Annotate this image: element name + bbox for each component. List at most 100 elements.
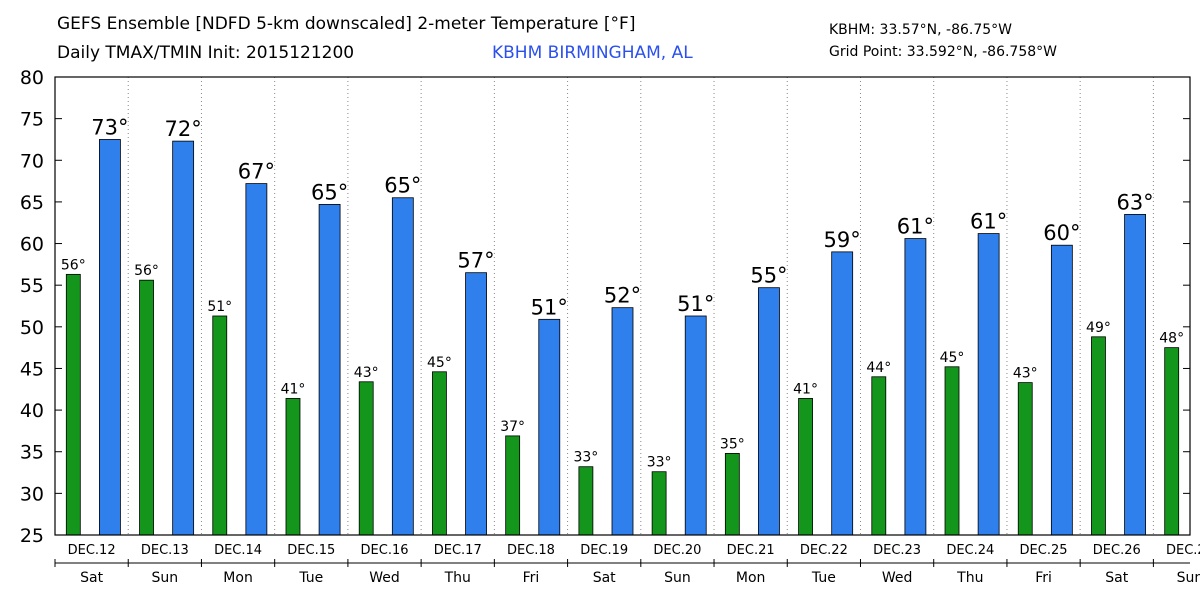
y-tick-label: 30: [20, 483, 44, 505]
y-tick-label: 65: [20, 192, 44, 214]
x-weekday-label: Fri: [1035, 570, 1052, 586]
x-weekday-label: Sun: [1177, 570, 1200, 586]
tmax-value-label: 67°: [238, 160, 275, 184]
tmin-bar: [505, 435, 521, 536]
x-date-label: DEC.18: [507, 543, 555, 558]
x-weekday-label: Sat: [593, 570, 616, 586]
y-tick-label: 75: [20, 109, 44, 131]
tmin-value-label: 48°: [1159, 331, 1184, 347]
tmax-bar: [904, 238, 927, 536]
tmin-value-label: 33°: [647, 455, 672, 471]
tmin-value-label: 43°: [1013, 366, 1038, 382]
tmax-value-label: 73°: [91, 115, 128, 139]
x-date-label: DEC.15: [287, 543, 335, 558]
x-weekday-label: Mon: [223, 570, 253, 586]
tmin-value-label: 41°: [281, 381, 306, 397]
tmax-bar: [318, 204, 341, 536]
tmin-bar: [578, 466, 594, 536]
x-date-label: DEC.17: [434, 543, 482, 558]
tmin-bar: [1091, 336, 1106, 536]
tmax-bar: [465, 272, 487, 536]
x-date-label: DEC.20: [653, 543, 701, 558]
tmin-value-label: 33°: [573, 450, 598, 466]
x-weekday-label: Wed: [882, 570, 913, 586]
tmax-bar: [684, 315, 707, 536]
x-date-label: DEC.19: [580, 543, 628, 558]
station-coords: KBHM: 33.57°N, -86.75°W: [829, 22, 1012, 38]
y-tick-label: 60: [20, 234, 44, 256]
tmin-value-label: 44°: [866, 360, 891, 376]
y-tick-label: 55: [20, 275, 44, 297]
tmin-value-label: 56°: [134, 263, 159, 279]
x-date-label: DEC.27: [1166, 543, 1200, 558]
tmin-value-label: 35°: [720, 436, 745, 452]
tmin-bar: [212, 315, 228, 536]
tmax-value-label: 57°: [457, 249, 494, 273]
y-tick-label: 50: [20, 317, 44, 339]
tmax-value-label: 52°: [604, 284, 641, 308]
tmin-value-label: 45°: [940, 350, 965, 366]
tmin-value-label: 51°: [207, 299, 232, 315]
tmax-value-label: 55°: [750, 264, 787, 288]
tmin-bar: [358, 381, 374, 536]
tmax-bar: [1124, 213, 1146, 536]
x-date-label: DEC.26: [1093, 543, 1141, 558]
y-tick-label: 80: [20, 67, 44, 89]
x-weekday-label: Sat: [80, 570, 103, 586]
y-tick-label: 25: [20, 525, 44, 547]
x-date-label: DEC.22: [800, 543, 848, 558]
tmax-value-label: 61°: [970, 210, 1007, 234]
tmax-bar: [245, 183, 268, 536]
location-label: KBHM BIRMINGHAM, AL: [492, 43, 693, 63]
tmin-bar: [944, 366, 960, 536]
tmin-value-label: 49°: [1086, 320, 1111, 336]
y-tick-label: 70: [20, 150, 44, 172]
x-date-label: DEC.12: [68, 543, 116, 558]
x-date-label: DEC.13: [141, 543, 189, 558]
tmax-bar: [611, 307, 634, 536]
tmin-bar: [139, 279, 154, 536]
tmax-bar: [977, 233, 1000, 536]
y-tick-label: 40: [20, 400, 44, 422]
tmax-value-label: 60°: [1043, 221, 1080, 245]
tmax-value-label: 65°: [311, 180, 348, 204]
chart-title: GEFS Ensemble [NDFD 5-km downscaled] 2-m…: [57, 14, 636, 34]
x-date-label: DEC.25: [1020, 543, 1068, 558]
x-date-label: DEC.23: [873, 543, 921, 558]
x-date-label: DEC.16: [361, 543, 409, 558]
x-date-label: DEC.14: [214, 543, 262, 558]
x-date-label: DEC.24: [946, 543, 994, 558]
x-date-label: DEC.21: [727, 543, 775, 558]
tmin-value-label: 45°: [427, 355, 452, 371]
tmax-bar: [172, 140, 195, 536]
tmax-value-label: 65°: [384, 174, 421, 198]
tmin-bar: [798, 398, 813, 536]
x-weekday-label: Sat: [1105, 570, 1128, 586]
tmin-bar: [1017, 382, 1033, 536]
chart-subtitle: Daily TMAX/TMIN Init: 2015121200: [57, 43, 355, 63]
tmax-value-label: 51°: [531, 295, 568, 319]
x-weekday-label: Tue: [811, 570, 836, 586]
tmax-value-label: 51°: [677, 292, 714, 316]
x-weekday-label: Sun: [152, 570, 179, 586]
tmin-value-label: 43°: [354, 365, 379, 381]
x-weekday-label: Sun: [664, 570, 691, 586]
tmax-value-label: 63°: [1116, 190, 1153, 214]
grid-point-coords: Grid Point: 33.592°N, -86.758°W: [829, 44, 1057, 60]
x-weekday-label: Mon: [736, 570, 766, 586]
x-weekday-label: Wed: [369, 570, 400, 586]
tmin-bar: [724, 452, 740, 536]
tmin-bar: [285, 398, 301, 536]
x-weekday-label: Thu: [444, 570, 471, 586]
tmax-bar: [758, 287, 780, 536]
tmax-bar: [99, 139, 121, 536]
tmax-value-label: 61°: [897, 215, 934, 239]
tmin-value-label: 37°: [500, 419, 525, 435]
tmax-bar: [391, 197, 414, 536]
x-weekday-label: Tue: [298, 570, 323, 586]
x-weekday-label: Thu: [956, 570, 983, 586]
tmin-bar: [871, 376, 887, 536]
tmax-value-label: 72°: [165, 117, 202, 141]
x-weekday-label: Fri: [523, 570, 540, 586]
